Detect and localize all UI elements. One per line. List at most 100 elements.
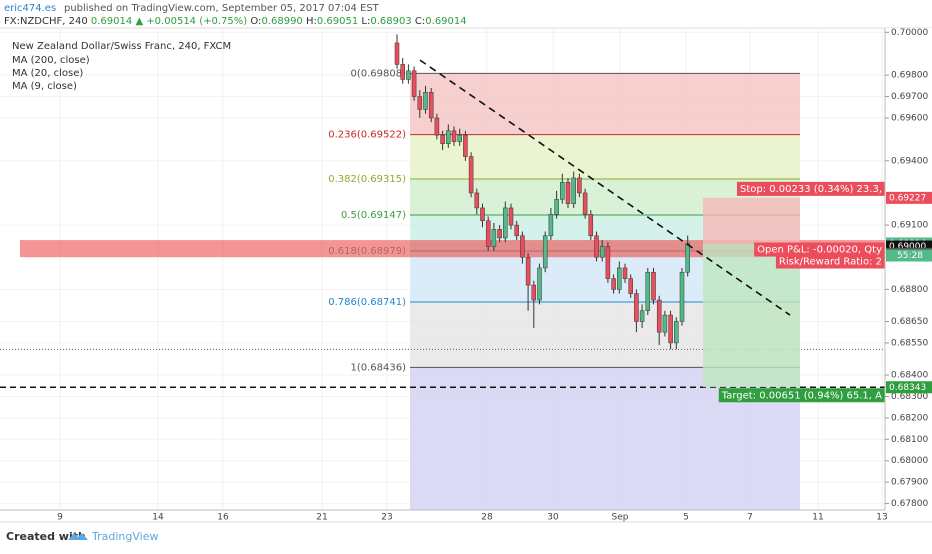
stop-label-bg (736, 181, 885, 196)
y-tick-label: 0.68650 (891, 317, 928, 327)
target-label-text: Target: 0.00651 (0.94%) 65.1, A (721, 390, 882, 401)
y-tick-label: 0.68100 (891, 435, 928, 445)
price-label: 0.69227 (889, 193, 926, 203)
fib-label: 0.236(0.69522) (328, 130, 406, 141)
candle-body (400, 64, 405, 80)
fib-label: 0.382(0.69315) (328, 174, 406, 185)
candle-body (594, 235, 599, 258)
last-price: 0.69014 (91, 16, 132, 27)
y-tick-label: 0.69400 (891, 156, 928, 166)
y-tick-label: 0.68200 (891, 413, 928, 423)
candle-body (685, 243, 690, 273)
y-tick-label: 0.69700 (891, 92, 928, 102)
target-label-bg (718, 388, 885, 403)
candle-body (599, 246, 605, 258)
fib-label: 0(0.69808) (350, 68, 406, 79)
x-tick-label: 9 (57, 513, 63, 523)
candle-body (582, 192, 588, 215)
stop-label: Stop: 0.00233 (0.34%) 23.3, (736, 181, 885, 196)
x-tick-label: 13 (876, 513, 887, 523)
y-tick-label: 0.69800 (891, 71, 928, 81)
legend-indicator: MA (9, close) (12, 81, 77, 92)
countdown: 55:28 (897, 251, 923, 261)
candle-body (656, 299, 662, 333)
x-tick-label: 7 (747, 513, 753, 523)
x-tick-label: 30 (547, 513, 559, 523)
y-tick-label: 0.68400 (891, 371, 928, 381)
y-tick-label: 0.69100 (891, 221, 928, 231)
candle-body (577, 177, 582, 194)
legend-indicator: MA (200, close) (12, 55, 90, 66)
y-tick-label: 0.68000 (891, 456, 928, 466)
candle-body (508, 207, 514, 226)
pnl-label-text: Open P&L: -0.00020, Qty (757, 245, 882, 256)
candle-body (605, 246, 611, 279)
ohlc-label: L: (361, 16, 370, 27)
published: published on TradingView.com, September … (64, 3, 380, 14)
symbol: FX:NZDCHF, 240 (4, 16, 88, 27)
symbol-line: FX:NZDCHF, 240 0.69014 ▲ +0.00514 (+0.75… (4, 16, 467, 27)
candle-body (560, 181, 565, 200)
candle-body (503, 207, 508, 239)
candle-body (662, 314, 668, 333)
x-tick-label: 23 (381, 513, 392, 523)
ohlc-value: 0.68903 (370, 16, 411, 27)
price-label-bg (886, 191, 932, 204)
candle-body (480, 207, 485, 222)
candle-body (434, 117, 440, 136)
candle-body (451, 130, 457, 142)
candle-body (474, 192, 480, 209)
candle-body (423, 92, 428, 110)
trendline (419, 59, 791, 316)
y-tick-label: 0.67900 (891, 478, 928, 488)
rr-label-text: Risk/Reward Ratio: 2 (779, 257, 882, 268)
author: eric474.es (4, 3, 56, 14)
candle-body (491, 229, 497, 247)
rr-label: Risk/Reward Ratio: 2 (775, 254, 885, 269)
logo (68, 533, 88, 540)
candle-body (411, 70, 417, 97)
candle-body (525, 256, 531, 286)
price-label-bg (886, 381, 932, 394)
y-tick-label: 0.69600 (891, 113, 928, 123)
candle-body (394, 42, 400, 65)
candle-body (639, 310, 645, 322)
price-label: 0.69000 (889, 242, 926, 252)
candle-body (406, 70, 411, 80)
pnl-label: Open P&L: -0.00020, Qty (754, 242, 885, 257)
candle-body (537, 267, 542, 301)
price-label: 0.68343 (889, 383, 926, 393)
candle-body (622, 267, 628, 279)
candle-body (588, 214, 594, 237)
footer-brand: TradingView (91, 530, 158, 543)
candle-body (417, 96, 423, 110)
candle-body (485, 220, 491, 247)
ohlc-value: 0.69051 (317, 16, 358, 27)
candle-body (542, 235, 548, 269)
candle-body (651, 271, 656, 301)
fib-label: 1(0.68436) (350, 362, 406, 373)
candle-body (468, 156, 474, 194)
candle-body (668, 314, 673, 344)
y-tick-label: 0.68550 (891, 338, 928, 348)
change: ▲ +0.00514 (+0.75%) (135, 16, 247, 27)
candle-body (634, 293, 639, 322)
ohlc-value: 0.68990 (261, 16, 302, 27)
stop-zone (703, 197, 800, 244)
x-tick-label: 16 (217, 513, 229, 523)
fib-label: 0.786(0.68741) (328, 297, 406, 308)
y-tick-label: 0.67800 (891, 499, 928, 509)
ohlc-value: 0.69014 (425, 16, 466, 27)
candle-body (628, 278, 633, 294)
candle-body (565, 181, 571, 204)
candle-body (611, 278, 616, 290)
candle-body (531, 284, 537, 301)
candle-body (679, 271, 685, 322)
candle-body (514, 224, 519, 237)
x-tick-label: 5 (683, 513, 689, 523)
x-tick-label: 21 (316, 513, 327, 523)
plot: 0(0.69808) 0.236(0.69522) 0.382(0.69315) 0.… (0, 28, 885, 510)
fib-zone (410, 73, 800, 135)
